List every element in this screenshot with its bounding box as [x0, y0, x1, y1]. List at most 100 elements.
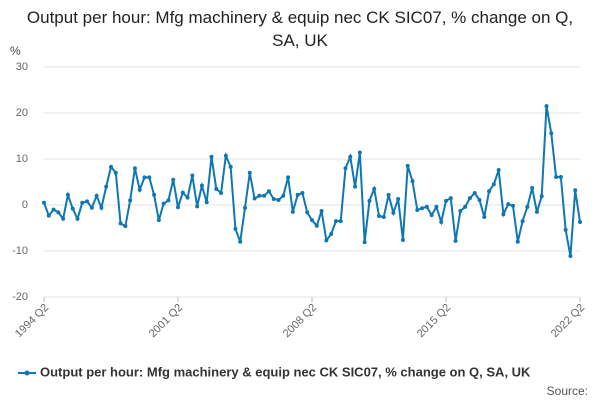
y-tick-label: 10 [16, 153, 28, 165]
data-point [228, 164, 233, 169]
data-point [290, 209, 295, 214]
data-point [276, 197, 281, 202]
data-point [128, 198, 133, 203]
y-tick-label: 30 [16, 61, 28, 73]
data-point [214, 186, 219, 191]
data-point [56, 210, 61, 215]
data-point [233, 226, 238, 231]
data-point [123, 224, 128, 229]
data-point [161, 201, 166, 206]
data-point [190, 173, 195, 178]
data-point [491, 182, 496, 187]
data-point [85, 199, 90, 204]
data-point [377, 214, 381, 219]
data-line [43, 105, 581, 257]
data-point [429, 213, 434, 218]
y-tick-label: 0 [22, 199, 28, 211]
data-point [539, 194, 544, 199]
data-point [70, 206, 75, 211]
data-point [310, 218, 314, 223]
data-point [132, 166, 137, 171]
data-point [357, 150, 362, 155]
data-point [195, 204, 200, 209]
data-point [266, 189, 271, 194]
x-tick-label: 2001 Q2 [147, 302, 185, 340]
data-point [271, 197, 276, 202]
data-point [171, 177, 176, 182]
data-point [563, 227, 568, 232]
data-point [204, 200, 209, 205]
data-point [46, 213, 51, 218]
data-point [487, 189, 492, 194]
data-point [506, 202, 511, 207]
data-point [520, 219, 525, 224]
data-point [343, 166, 348, 171]
data-point [300, 191, 305, 196]
data-point [444, 198, 448, 203]
data-point [185, 195, 190, 200]
data-point [338, 219, 343, 224]
data-point [152, 192, 157, 197]
data-point [109, 164, 113, 169]
data-point [80, 200, 85, 205]
data-point [391, 210, 396, 215]
data-point [42, 200, 46, 205]
data-point [75, 216, 80, 221]
y-tick-label: -10 [12, 245, 28, 257]
data-point [482, 214, 487, 219]
data-point [353, 184, 358, 189]
data-point [113, 170, 118, 175]
data-point [467, 196, 472, 201]
data-point [142, 175, 147, 180]
y-tick-label: -20 [12, 291, 28, 303]
data-point [362, 240, 367, 245]
x-tick-label: 2015 Q2 [415, 302, 453, 340]
data-point [415, 208, 420, 213]
data-point [554, 174, 559, 179]
x-tick-label: 2008 Q2 [281, 302, 319, 340]
data-point [89, 205, 94, 210]
data-point [511, 203, 515, 208]
data-point [515, 239, 520, 244]
data-point [147, 175, 152, 180]
data-point [247, 170, 252, 175]
data-point [286, 175, 291, 180]
data-point [305, 210, 310, 215]
data-point [333, 219, 338, 224]
data-point [530, 185, 535, 190]
data-point [573, 188, 578, 193]
x-tick-label: 2022 Q2 [549, 302, 587, 340]
data-point [424, 204, 429, 209]
data-point [410, 179, 415, 184]
data-point [549, 131, 554, 136]
data-point [496, 168, 501, 173]
data-point [166, 198, 171, 203]
data-point [477, 197, 482, 202]
chart-title: Output per hour: Mfg machinery & equip n… [26, 8, 574, 50]
data-point [558, 174, 563, 179]
data-point [453, 238, 458, 243]
y-tick-label: 20 [16, 107, 28, 119]
data-point [386, 192, 391, 197]
data-point [51, 207, 56, 212]
data-point [61, 216, 66, 221]
data-point [219, 191, 224, 196]
data-point [544, 104, 549, 109]
data-point [252, 196, 257, 201]
data-point [568, 254, 573, 259]
data-point [420, 206, 425, 211]
data-point [262, 193, 267, 198]
data-point [458, 208, 463, 213]
data-point [434, 204, 439, 209]
data-point [104, 184, 109, 189]
data-point [400, 237, 405, 242]
data-point [448, 196, 453, 201]
data-point [396, 197, 401, 202]
data-point [137, 187, 142, 192]
data-point [65, 192, 70, 197]
x-tick-label: 1994 Q2 [13, 302, 51, 340]
data-point [94, 193, 99, 198]
data-point [118, 221, 123, 226]
data-point [525, 204, 530, 209]
